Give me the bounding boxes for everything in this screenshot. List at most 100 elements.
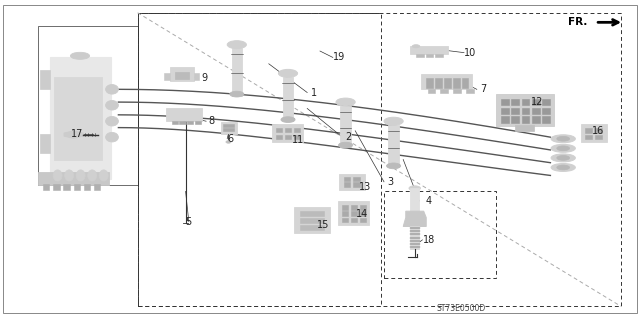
Bar <box>384 191 496 278</box>
Bar <box>532 116 540 123</box>
Text: 10: 10 <box>464 48 477 58</box>
Bar <box>453 78 460 88</box>
Ellipse shape <box>557 155 570 160</box>
Ellipse shape <box>336 98 355 106</box>
Polygon shape <box>64 131 83 138</box>
Bar <box>501 99 509 105</box>
Ellipse shape <box>551 144 575 152</box>
Ellipse shape <box>384 117 403 125</box>
Bar <box>294 135 300 139</box>
Bar <box>426 54 433 57</box>
Bar <box>300 218 324 223</box>
Bar <box>416 54 424 57</box>
Bar <box>511 108 519 114</box>
Ellipse shape <box>106 85 118 94</box>
Bar <box>223 128 234 131</box>
Bar <box>511 99 519 105</box>
Text: 9: 9 <box>202 73 208 83</box>
Bar <box>444 78 451 88</box>
Bar <box>388 125 399 167</box>
Bar <box>340 106 351 147</box>
Bar <box>353 182 360 187</box>
Bar <box>38 26 138 185</box>
Bar <box>440 89 448 93</box>
Bar <box>595 135 602 139</box>
Bar <box>522 116 529 123</box>
Bar <box>585 135 592 139</box>
Bar <box>532 108 540 114</box>
Bar <box>172 121 178 124</box>
Text: 19: 19 <box>333 52 346 63</box>
Bar <box>428 89 435 93</box>
Bar <box>285 128 291 132</box>
Text: 17: 17 <box>70 129 83 139</box>
Text: 13: 13 <box>358 182 371 192</box>
Ellipse shape <box>53 170 62 181</box>
Text: 14: 14 <box>355 209 368 219</box>
Bar <box>511 116 519 123</box>
Bar <box>194 73 199 80</box>
Ellipse shape <box>412 45 420 48</box>
Bar <box>339 174 365 190</box>
Bar <box>353 177 360 181</box>
Bar <box>342 211 348 216</box>
Bar <box>360 205 366 210</box>
Ellipse shape <box>99 170 108 181</box>
Text: 5: 5 <box>186 217 192 227</box>
Bar <box>164 73 170 80</box>
Bar <box>300 225 324 230</box>
Bar <box>351 218 357 222</box>
Bar <box>179 121 186 124</box>
Text: 3: 3 <box>387 177 394 187</box>
Bar <box>351 205 357 210</box>
Bar <box>276 128 282 132</box>
Text: 12: 12 <box>531 97 544 107</box>
Bar <box>40 134 50 153</box>
Ellipse shape <box>557 137 570 141</box>
Bar <box>294 128 300 132</box>
Bar <box>501 108 509 114</box>
Bar <box>462 78 468 88</box>
Bar <box>595 128 602 133</box>
Ellipse shape <box>65 170 74 181</box>
Text: 8: 8 <box>208 116 214 126</box>
Bar <box>435 78 442 88</box>
Text: 1: 1 <box>310 87 317 98</box>
Bar <box>94 184 100 190</box>
Bar <box>501 116 509 123</box>
Bar <box>276 135 282 139</box>
Bar <box>38 172 109 185</box>
Bar <box>187 121 193 124</box>
Bar <box>542 116 550 123</box>
Bar <box>410 188 419 211</box>
Bar <box>223 124 234 127</box>
Ellipse shape <box>409 186 420 190</box>
Bar <box>40 70 50 89</box>
Ellipse shape <box>226 141 231 143</box>
Text: 18: 18 <box>422 235 435 245</box>
Ellipse shape <box>551 154 575 162</box>
Bar <box>283 77 293 121</box>
Bar <box>426 78 433 88</box>
Bar <box>138 13 621 306</box>
Bar <box>74 184 80 190</box>
Bar <box>435 54 443 57</box>
Bar <box>232 48 242 96</box>
Bar <box>166 108 202 121</box>
Text: ST73E0500D: ST73E0500D <box>436 304 485 313</box>
Ellipse shape <box>106 100 118 110</box>
Bar <box>542 99 550 105</box>
Ellipse shape <box>557 146 570 151</box>
Bar <box>170 67 194 81</box>
Bar <box>421 74 472 89</box>
Bar <box>360 218 366 222</box>
Ellipse shape <box>106 116 118 126</box>
Bar <box>410 46 448 54</box>
Bar <box>496 94 554 126</box>
Bar <box>522 99 529 105</box>
Polygon shape <box>403 211 426 226</box>
Bar <box>410 226 419 249</box>
Bar <box>272 124 303 142</box>
Bar <box>542 108 550 114</box>
Bar <box>138 13 381 306</box>
